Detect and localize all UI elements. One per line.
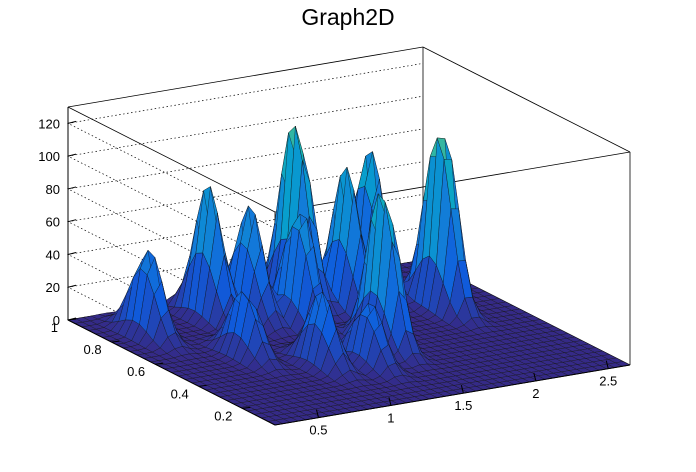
y-axis-line [67,319,276,426]
y-tick-label: 0.4 [171,386,189,401]
z-tick-label: 80 [46,182,60,197]
z-tick [67,219,77,223]
x-tick [605,360,609,369]
x-tick-label: 1.5 [454,398,472,413]
x-tick-label: 1 [387,410,394,425]
z-tick [67,186,77,190]
chart-title: Graph2D [301,4,395,30]
surface-layer [67,125,631,426]
x-tick-label: 2 [532,386,539,401]
z-tick [67,251,77,255]
z-tick-label: 60 [46,215,60,230]
y-tick [198,384,207,387]
z-tick-label: 20 [46,280,60,295]
x-tick [460,385,464,394]
y-tick-label: 0.8 [84,342,102,357]
y-tick [111,340,120,343]
y-tick [155,362,164,365]
z-tick-label: 40 [46,247,60,262]
z-tick-label: 100 [38,149,60,164]
box-edge [67,106,276,213]
z-tick-label: 120 [38,116,60,131]
z-tick [67,284,77,288]
x-tick-label: 0.5 [309,423,327,438]
x-axis-line [274,364,631,426]
x-tick-label: 2.5 [599,374,617,389]
z-tick [67,120,77,124]
x-tick [315,409,319,418]
y-tick-label: 0.6 [127,364,145,379]
z-tick [67,153,77,157]
y-tick-label: 0.2 [214,408,232,423]
y-tick [242,406,251,409]
box-edge [67,46,424,108]
box-edge [422,46,631,153]
x-tick [533,372,537,382]
z-tick-label: 0 [53,313,60,328]
axis-layer: 0 20 40 60 80 100 120 0.5 1 1.5 2 2.5 0.2 0.4 0.6 0.8 1 [38,107,631,438]
y-tick-label: 1 [51,320,58,335]
x-tick [388,397,392,406]
y-tick [67,318,77,321]
